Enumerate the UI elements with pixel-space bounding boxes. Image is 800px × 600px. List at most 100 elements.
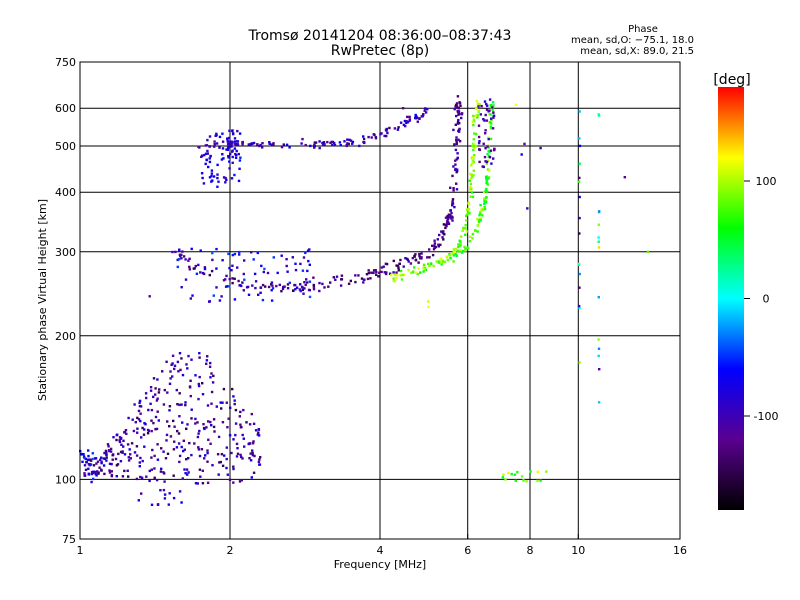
data-point — [471, 237, 474, 240]
data-point — [463, 245, 466, 248]
data-point — [87, 449, 90, 452]
data-point — [477, 220, 481, 224]
data-point — [220, 295, 223, 298]
data-point — [474, 114, 477, 118]
data-point — [115, 475, 118, 478]
data-point — [123, 469, 126, 473]
data-point — [241, 457, 244, 460]
data-point — [216, 163, 219, 167]
data-point — [103, 472, 106, 476]
data-point — [234, 422, 238, 425]
data-point — [426, 108, 429, 111]
data-point — [501, 476, 505, 479]
data-point — [484, 201, 488, 204]
data-point — [306, 281, 309, 284]
data-point — [135, 454, 139, 457]
data-point — [206, 460, 209, 463]
data-point — [455, 102, 459, 105]
data-point — [393, 280, 397, 283]
data-point — [198, 375, 201, 379]
data-point — [457, 118, 460, 122]
data-point — [156, 443, 159, 446]
data-point — [105, 456, 108, 459]
data-point — [456, 106, 459, 110]
data-point — [210, 402, 213, 405]
data-point — [198, 468, 202, 471]
data-point — [115, 464, 119, 467]
data-point — [295, 286, 299, 289]
data-point — [577, 180, 581, 183]
data-point — [466, 208, 469, 212]
data-point — [231, 281, 234, 285]
data-point — [225, 401, 228, 404]
data-point — [423, 266, 427, 270]
data-point — [312, 285, 316, 288]
data-point — [212, 374, 215, 378]
data-point — [233, 402, 236, 406]
data-point — [347, 282, 351, 285]
data-point — [193, 442, 196, 445]
data-point — [100, 456, 103, 459]
data-point — [397, 126, 400, 129]
data-point — [409, 262, 413, 265]
data-point — [209, 420, 212, 424]
data-point — [479, 203, 482, 207]
colorbar-tick-label: -100 — [754, 410, 779, 423]
data-point — [479, 113, 482, 116]
data-point — [262, 270, 265, 274]
x-axis-label: Frequency [MHz] — [334, 558, 426, 571]
data-point — [105, 452, 108, 455]
data-point — [597, 401, 601, 404]
data-point — [226, 140, 229, 143]
data-point — [271, 287, 275, 290]
data-point — [204, 454, 207, 457]
data-point — [401, 107, 405, 110]
data-point — [446, 217, 450, 221]
data-point — [492, 104, 495, 107]
data-point — [414, 115, 418, 119]
data-point — [196, 482, 199, 485]
data-point — [482, 142, 485, 145]
data-point — [194, 422, 197, 425]
data-point — [189, 394, 192, 398]
data-point — [111, 454, 114, 457]
data-point — [280, 290, 283, 293]
data-point — [285, 143, 289, 146]
data-point — [435, 260, 438, 263]
data-point — [198, 352, 201, 355]
data-point — [237, 279, 240, 283]
data-point — [144, 423, 147, 426]
data-point — [300, 142, 303, 145]
data-point — [520, 475, 524, 478]
data-point — [455, 136, 458, 139]
data-point — [83, 472, 86, 475]
data-point — [217, 180, 220, 183]
data-point — [91, 452, 94, 455]
data-point — [232, 132, 235, 136]
data-point — [178, 403, 181, 407]
data-point — [270, 281, 274, 284]
data-point — [241, 433, 244, 437]
data-point — [212, 425, 216, 429]
data-point — [268, 142, 271, 145]
data-point — [207, 438, 210, 441]
data-point — [578, 306, 581, 310]
data-point — [178, 253, 182, 256]
data-point — [181, 373, 185, 377]
data-point — [233, 399, 236, 402]
data-point — [180, 286, 183, 289]
data-point — [198, 356, 201, 359]
data-point — [104, 450, 108, 453]
data-point — [271, 284, 274, 287]
y-tick-label: 400 — [55, 186, 76, 199]
data-point — [177, 442, 181, 445]
data-point — [440, 257, 443, 261]
data-point — [306, 249, 310, 252]
data-point — [236, 447, 239, 450]
data-point — [234, 408, 238, 412]
data-point — [239, 426, 243, 429]
data-point — [424, 268, 428, 272]
data-point — [419, 271, 422, 274]
data-point — [468, 188, 472, 191]
data-point — [227, 145, 230, 148]
